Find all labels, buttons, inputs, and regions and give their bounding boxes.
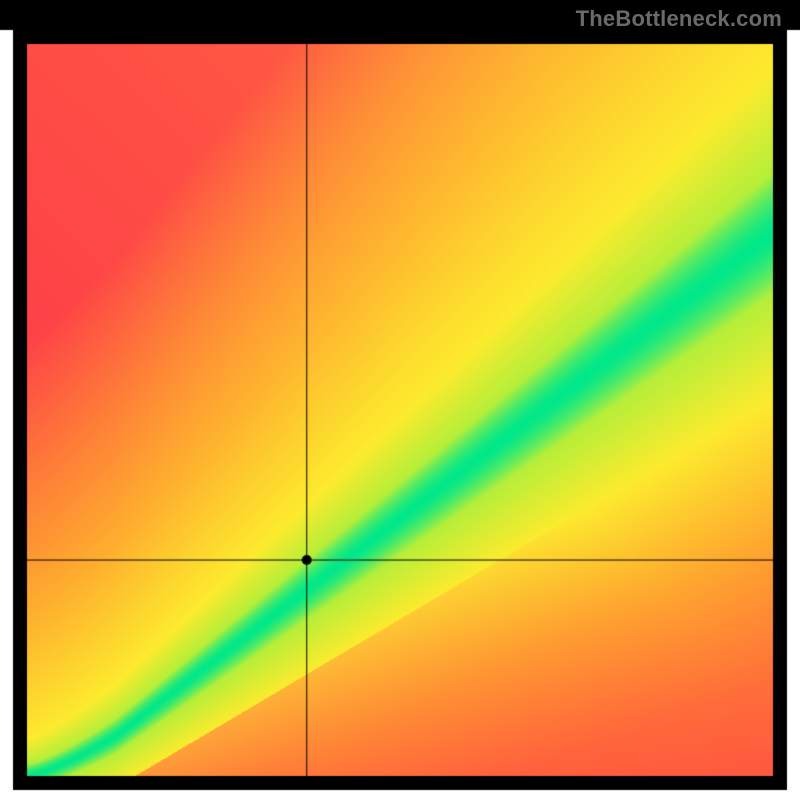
bottleneck-heatmap-canvas (0, 0, 800, 800)
watermark-text: TheBottleneck.com (576, 6, 782, 32)
chart-container: TheBottleneck.com (0, 0, 800, 800)
